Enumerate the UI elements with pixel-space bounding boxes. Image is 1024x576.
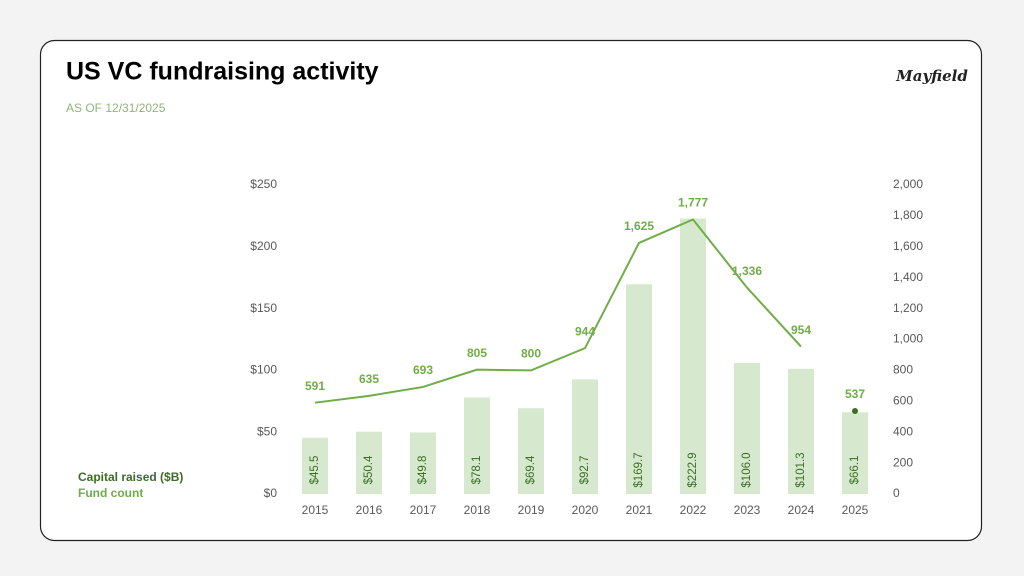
line	[314, 218, 802, 404]
x-tick-label: 2025	[842, 503, 869, 517]
bar-value-label: $66.1	[849, 456, 861, 485]
line-value-label: 693	[413, 363, 433, 377]
bar	[626, 284, 652, 494]
bar	[842, 412, 868, 494]
y2-tick-label: 2,000	[893, 177, 923, 191]
y-tick-label: $100	[250, 363, 277, 377]
line-value-label: 591	[305, 379, 325, 393]
x-tick-label: 2017	[410, 503, 437, 517]
bar	[464, 397, 490, 494]
line-value-label: 954	[791, 323, 811, 337]
logo: Mayfield	[895, 67, 968, 85]
bar-value-label: $45.5	[309, 456, 321, 485]
y-tick-label: $0	[264, 486, 278, 500]
bar	[302, 437, 328, 494]
x-tick-label: 2022	[680, 503, 707, 517]
bar	[680, 218, 706, 494]
line-value-label: 1,336	[732, 264, 762, 278]
y2-tick-label: 1,000	[893, 332, 923, 346]
x-tick-label: 2020	[572, 503, 599, 517]
bar	[734, 362, 760, 494]
y-tick-label: $150	[250, 301, 277, 315]
x-tick-label: 2021	[626, 503, 653, 517]
bar-value-label: $106.0	[741, 452, 753, 487]
x-tick-label: 2016	[356, 503, 383, 517]
x-tick-label: 2019	[518, 503, 545, 517]
y2-tick-label: 1,800	[893, 208, 923, 222]
y-tick-label: $200	[250, 239, 277, 253]
x-tick-label: 2018	[464, 503, 491, 517]
bar-value-label: $222.9	[687, 452, 699, 487]
point	[852, 408, 858, 415]
y2-tick-label: 800	[893, 363, 913, 377]
line-value-label: 635	[359, 372, 379, 386]
x-tick-label: 2015	[302, 503, 329, 517]
bar-value-label: $50.4	[363, 455, 375, 484]
line-value-label: 537	[845, 387, 865, 401]
bar-value-label: $92.7	[579, 456, 591, 485]
bar	[356, 431, 382, 494]
bar-value-label: $49.8	[417, 456, 429, 485]
y2-tick-label: 1,400	[893, 270, 923, 284]
bar	[572, 379, 598, 494]
chart-title: US VC fundraising activity	[66, 58, 379, 86]
bar-value-label: $101.3	[795, 452, 807, 487]
y2-tick-label: 400	[893, 424, 913, 438]
bar-value-label: $69.4	[525, 455, 537, 484]
chart-subtitle: AS OF 12/31/2025	[66, 101, 166, 115]
bar-value-label: $169.7	[633, 452, 645, 487]
legend-entry: Fund count	[78, 486, 143, 500]
line-value-label: 1,625	[624, 219, 654, 233]
line-value-label: 805	[467, 346, 487, 360]
y2-tick-label: 1,600	[893, 239, 923, 253]
bar	[518, 408, 544, 494]
y-tick-label: $250	[250, 177, 277, 191]
x-tick-label: 2023	[734, 503, 761, 517]
y2-tick-label: 200	[893, 455, 913, 469]
legend-entry: Capital raised ($B)	[78, 470, 183, 484]
y2-tick-label: 0	[893, 486, 900, 500]
bar-value-label: $78.1	[471, 456, 483, 485]
bar	[410, 432, 436, 494]
y-tick-label: $50	[257, 424, 277, 438]
line-value-label: 944	[575, 324, 595, 338]
y2-tick-label: 1,200	[893, 301, 923, 315]
line-value-label: 800	[521, 347, 541, 361]
line-value-label: 1,777	[678, 196, 708, 210]
card	[39, 39, 983, 542]
y2-tick-label: 600	[893, 393, 913, 407]
bar	[788, 368, 814, 494]
x-tick-label: 2024	[788, 503, 815, 517]
